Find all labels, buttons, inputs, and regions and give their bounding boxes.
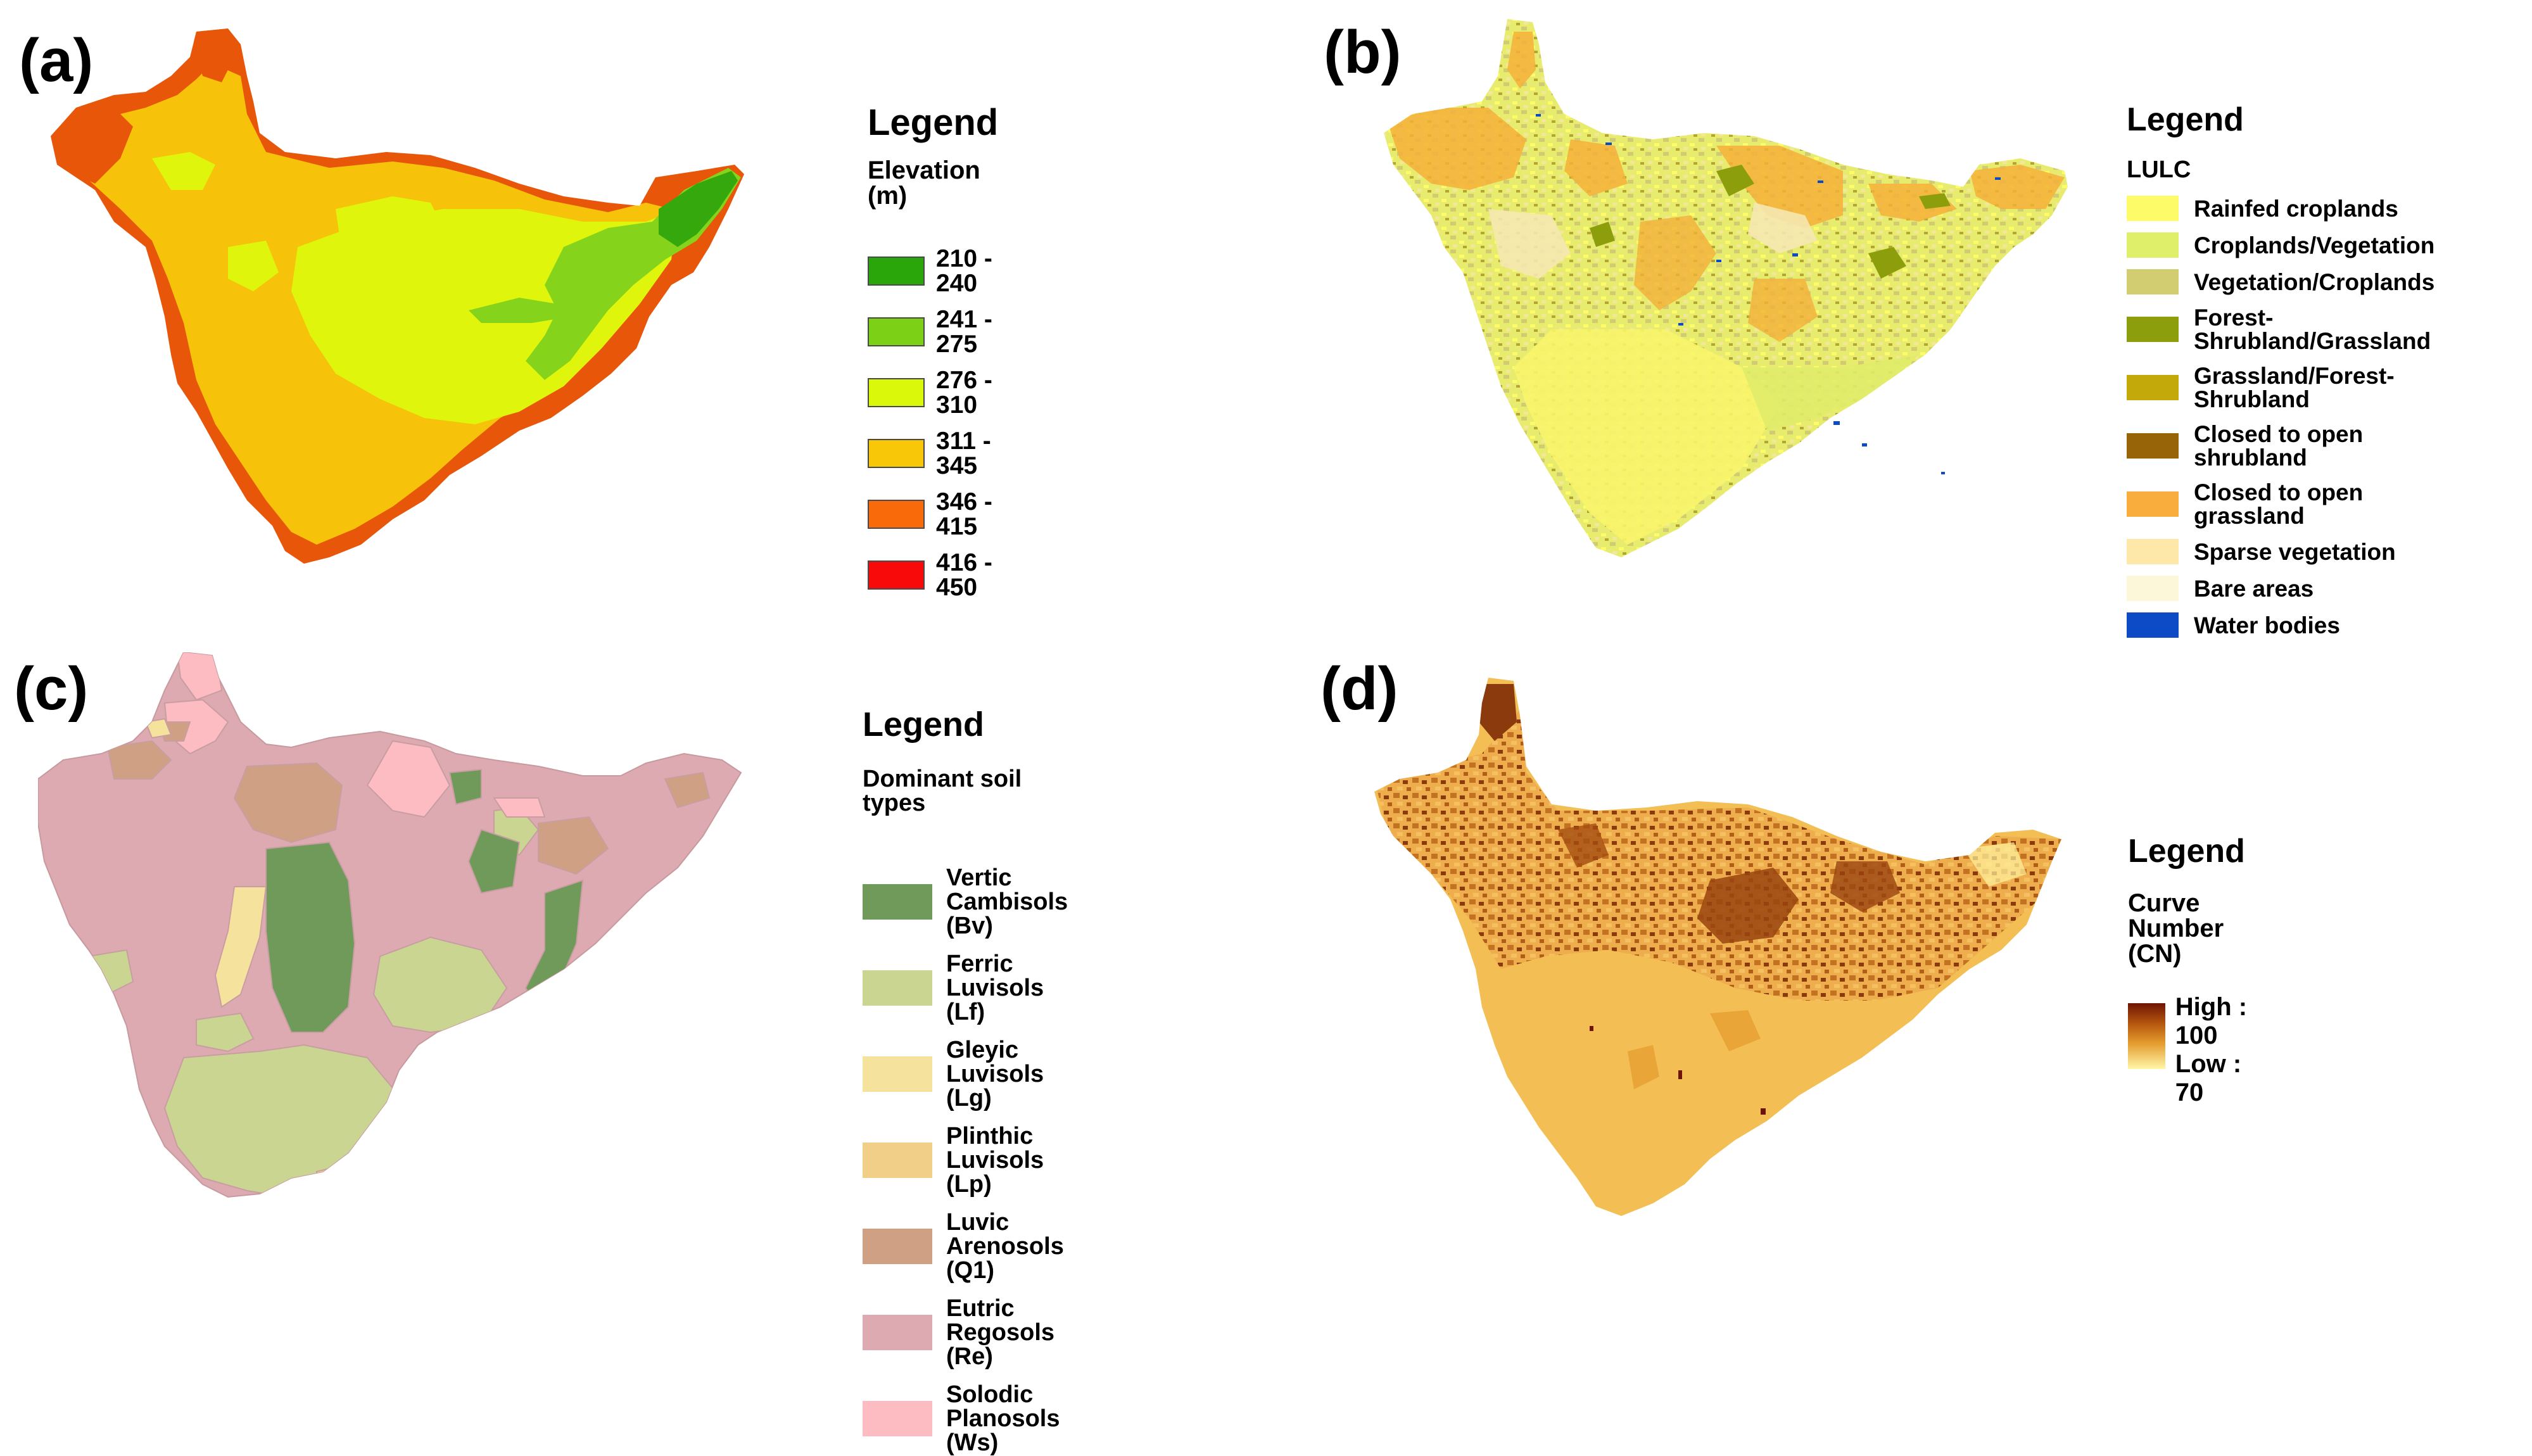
- legend-label: 311 - 345: [936, 427, 991, 479]
- legend-label: Ferric Luvisols (Lf): [946, 951, 1044, 1025]
- legend-swatch: [2127, 269, 2179, 294]
- legend-label: Bare areas: [2194, 575, 2314, 602]
- legend-label: Croplands/Vegetation: [2194, 232, 2435, 258]
- legend-item: 416 - 450: [868, 550, 998, 600]
- legend-swatch: [863, 884, 932, 920]
- legend-label: Eutric Regosols (Re): [946, 1295, 1055, 1370]
- legend-title: Legend: [868, 102, 999, 143]
- cn-gradient-bar: [2128, 1003, 2165, 1069]
- curve-number-legend: Legend Curve Number (CN) High : 100 Low …: [2128, 833, 2253, 1106]
- lulc-map: [1384, 19, 2068, 557]
- legend-item: Forest-Shrubland/Grassland: [2127, 306, 2434, 353]
- legend-label: 210 - 240: [936, 245, 992, 297]
- legend-item: Bare areas: [2127, 576, 2434, 601]
- legend-subtitle: Dominant soil types: [863, 766, 1022, 816]
- panel-a-letter: (a): [19, 27, 94, 94]
- legend-swatch: [2127, 196, 2179, 221]
- legend-item: Croplands/Vegetation: [2127, 232, 2434, 258]
- legend-item: Closed to open shrubland: [2127, 422, 2434, 469]
- legend-item: Plinthic Luvisols (Lp): [863, 1124, 1068, 1196]
- legend-swatch: [868, 560, 925, 590]
- legend-swatch: [868, 378, 925, 407]
- legend-swatch: [2127, 232, 2179, 258]
- elevation-map: [51, 28, 744, 564]
- legend-swatch: [863, 1315, 932, 1350]
- legend-item: Vegetation/Croplands: [2127, 269, 2434, 294]
- legend-item: Sparse vegetation: [2127, 539, 2434, 564]
- legend-item: Ferric Luvisols (Lf): [863, 952, 1068, 1024]
- legend-items: 210 - 240 241 - 275 276 - 310 311 - 345 346 …: [868, 246, 998, 600]
- curve-number-map: [1374, 678, 2061, 1216]
- legend-swatch: [2127, 612, 2179, 638]
- legend-subtitle: LULC: [2127, 156, 2191, 183]
- legend-label: Forest-Shrubland/Grassland: [2194, 305, 2431, 354]
- legend-label: 416 - 450: [936, 549, 992, 601]
- legend-item: 241 - 275: [868, 307, 998, 357]
- legend-label: Plinthic Luvisols (Lp): [946, 1123, 1044, 1198]
- legend-label: Luvic Arenosols (Q1): [946, 1209, 1064, 1284]
- legend-label: Gleyic Luvisols (Lg): [946, 1037, 1044, 1111]
- lulc-legend: Legend LULC Rainfed croplands Croplands/V…: [2127, 103, 2434, 638]
- legend-label: Sparse vegetation: [2194, 538, 2396, 565]
- soil-map: [38, 652, 742, 1198]
- legend-swatch: [2127, 375, 2179, 400]
- legend-label: Closed to open grassland: [2194, 479, 2364, 529]
- legend-swatch: [868, 256, 925, 286]
- legend-swatch: [863, 1401, 932, 1436]
- legend-label: Vertic Cambisols (Bv): [946, 864, 1068, 939]
- legend-label: 346 - 415: [936, 488, 992, 540]
- legend-swatch: [868, 500, 925, 529]
- legend-item: 311 - 345: [868, 429, 998, 478]
- legend-swatch: [2127, 433, 2179, 459]
- legend-subtitle: Elevation (m): [868, 156, 980, 210]
- legend-subtitle: Curve Number (CN): [2128, 889, 2224, 968]
- soil-legend: Legend Dominant soil types Vertic Cambis…: [863, 707, 1068, 1455]
- legend-swatch: [863, 1229, 932, 1264]
- legend-label: 276 - 310: [936, 367, 992, 419]
- legend-label: Grassland/Forest-Shrubland: [2194, 363, 2395, 412]
- legend-label: Solodic Planosols (Ws): [946, 1381, 1060, 1456]
- cn-ramp-labels: High : 100 Low : 70: [2175, 993, 2253, 1106]
- legend-swatch: [2127, 576, 2179, 601]
- panel-c-letter: (c): [14, 655, 89, 723]
- cn-high-label: High : 100: [2175, 993, 2248, 1049]
- cn-color-ramp: High : 100 Low : 70: [2128, 993, 2253, 1106]
- legend-item: Vertic Cambisols (Bv): [863, 866, 1068, 938]
- elevation-legend: Legend Elevation (m) 210 - 240 241 - 275 2…: [868, 104, 998, 600]
- panel-b-letter: (b): [1324, 18, 1402, 86]
- legend-title: Legend: [863, 706, 985, 744]
- legend-item: Water bodies: [2127, 612, 2434, 638]
- legend-swatch: [2127, 491, 2179, 517]
- legend-swatch: [863, 970, 932, 1006]
- legend-item: Rainfed croplands: [2127, 196, 2434, 221]
- legend-items: Rainfed croplands Croplands/Vegetation Veg…: [2127, 196, 2434, 638]
- legend-swatch: [2127, 317, 2179, 342]
- legend-items: Vertic Cambisols (Bv) Ferric Luvisols (Lf…: [863, 866, 1068, 1455]
- legend-item: 210 - 240: [868, 246, 998, 296]
- legend-label: 241 - 275: [936, 306, 992, 358]
- legend-swatch: [2127, 539, 2179, 564]
- legend-item: Eutric Regosols (Re): [863, 1296, 1068, 1369]
- cn-low-label: Low : 70: [2175, 1050, 2242, 1106]
- legend-item: Grassland/Forest-Shrubland: [2127, 364, 2434, 411]
- legend-swatch: [863, 1056, 932, 1092]
- legend-item: Luvic Arenosols (Q1): [863, 1210, 1068, 1282]
- panel-d-letter: (d): [1320, 655, 1398, 723]
- legend-item: Solodic Planosols (Ws): [863, 1383, 1068, 1455]
- legend-label: Water bodies: [2194, 612, 2340, 638]
- legend-title: Legend: [2128, 833, 2245, 870]
- legend-item: Closed to open grassland: [2127, 481, 2434, 528]
- legend-label: Closed to open shrubland: [2194, 421, 2364, 471]
- legend-label: Rainfed croplands: [2194, 195, 2398, 222]
- legend-swatch: [863, 1143, 932, 1178]
- legend-item: Gleyic Luvisols (Lg): [863, 1038, 1068, 1110]
- legend-title: Legend: [2127, 101, 2244, 138]
- legend-label: Vegetation/Croplands: [2194, 269, 2435, 295]
- legend-item: 346 - 415: [868, 490, 998, 539]
- legend-swatch: [868, 317, 925, 346]
- legend-swatch: [868, 439, 925, 468]
- legend-item: 276 - 310: [868, 368, 998, 417]
